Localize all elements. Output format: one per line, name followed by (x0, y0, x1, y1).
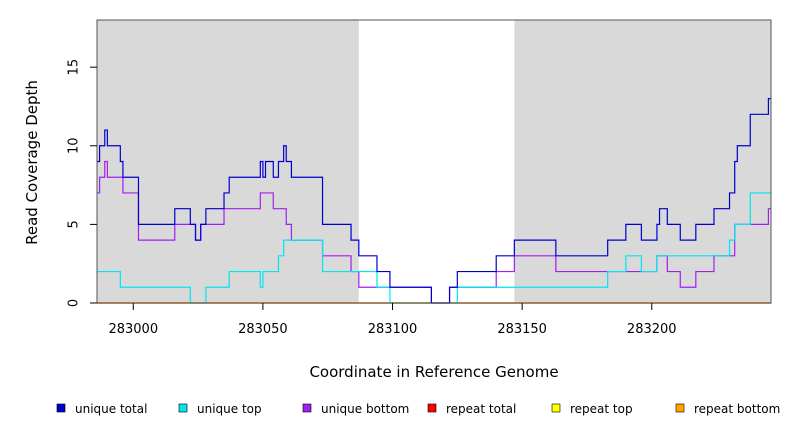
legend-swatch (675, 403, 685, 413)
legend-label: repeat bottom (694, 402, 780, 416)
legend-item-repeat-total: repeat total (427, 402, 516, 416)
x-tick-label: 283050 (238, 322, 288, 337)
x-axis-title: Coordinate in Reference Genome (309, 363, 558, 381)
legend-item-unique-bottom: unique bottom (302, 402, 409, 416)
y-tick-label: 0 (67, 299, 82, 307)
legend-item-repeat-bottom: repeat bottom (675, 402, 780, 416)
x-tick-label: 283150 (497, 322, 547, 337)
legend-item-unique-top: unique top (178, 402, 262, 416)
legend-label: repeat top (570, 402, 633, 416)
x-tick-label: 283200 (627, 322, 677, 337)
shaded-region-0 (97, 20, 359, 303)
legend-label: unique bottom (321, 402, 409, 416)
legend-label: unique top (197, 402, 262, 416)
series-line-unique-top (97, 192, 771, 304)
y-tick-label: 15 (67, 59, 82, 76)
y-axis-title: Read Coverage Depth (23, 80, 41, 245)
legend-swatch (302, 403, 312, 413)
x-tick-label: 283100 (368, 322, 418, 337)
series-line-unique-total (97, 98, 771, 304)
y-axis: 0 5 10 15 (67, 59, 97, 307)
legend: unique total unique top unique bottom repea… (56, 402, 780, 416)
legend-swatch (551, 403, 561, 413)
plot-area (96, 19, 772, 304)
x-tick-label: 283000 (108, 322, 158, 337)
plot-frame (96, 19, 772, 304)
legend-label: unique total (75, 402, 147, 416)
legend-label: repeat total (446, 402, 516, 416)
y-tick-label: 5 (67, 220, 82, 228)
legend-swatch (178, 403, 188, 413)
y-tick-label: 10 (67, 138, 82, 155)
legend-item-repeat-top: repeat top (551, 402, 633, 416)
shaded-regions (97, 20, 771, 303)
legend-swatch (56, 403, 66, 413)
legend-item-unique-total: unique total (56, 402, 147, 416)
shaded-region-1 (514, 20, 771, 303)
legend-swatch (427, 403, 437, 413)
x-axis: 283000 283050 283100 283150 283200 (108, 303, 677, 337)
